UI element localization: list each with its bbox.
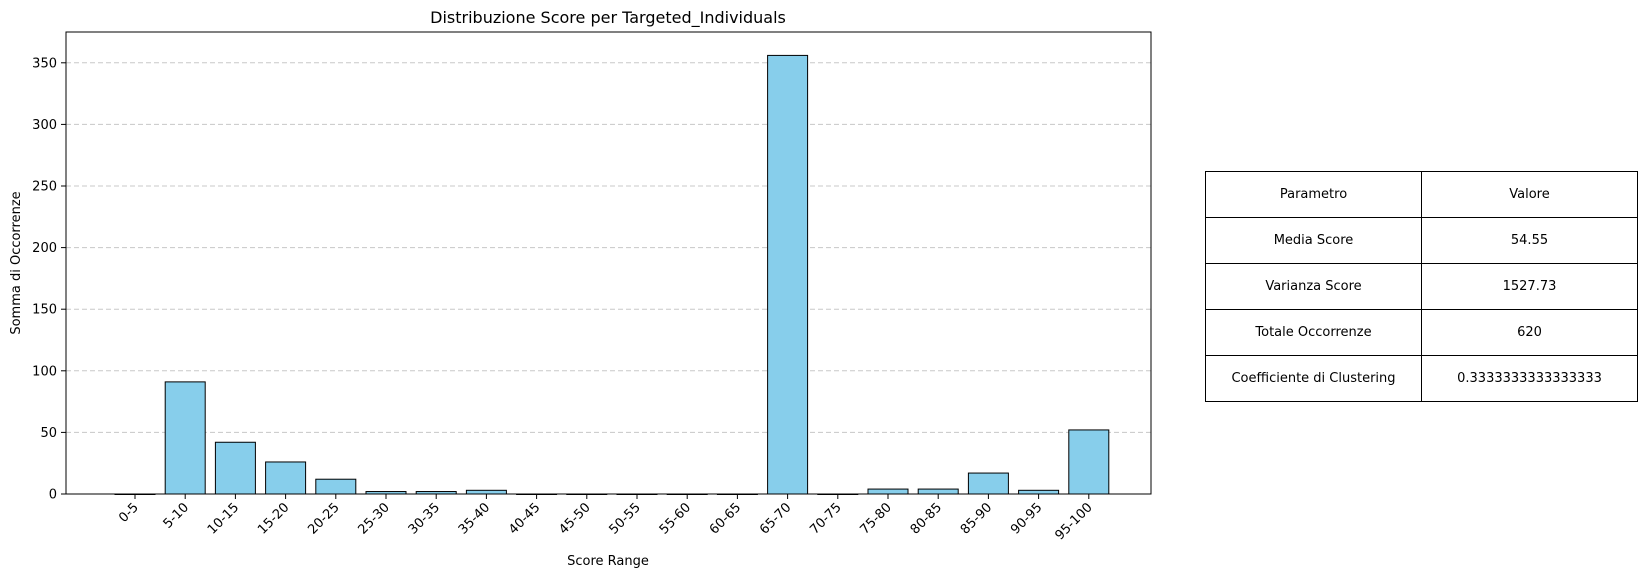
table-cell-value: 54.55 <box>1421 217 1638 264</box>
bar <box>917 488 959 495</box>
y-axis-label: Somma di Occorrenze <box>9 191 24 334</box>
bar <box>967 472 1009 495</box>
x-tick-label: 10-15 <box>205 500 242 537</box>
x-tick-label: 70-75 <box>807 500 844 537</box>
table-cell-value: 0.3333333333333333 <box>1421 355 1638 402</box>
x-axis-ticks: 0-5 5-10 10-15 15-20 20-25 25-30 30-35 35-40 40-… <box>116 494 1096 543</box>
x-tick-label: 80-85 <box>908 500 945 537</box>
x-tick-label: 30-35 <box>406 500 443 537</box>
x-tick-label: 55-60 <box>657 500 694 537</box>
grid-lines <box>66 62 1151 433</box>
bar <box>867 488 909 495</box>
table-header-value: Valore <box>1421 171 1638 218</box>
x-axis-label: Score Range <box>567 554 649 569</box>
x-tick-label: 15-20 <box>255 500 292 537</box>
bar <box>1068 429 1110 495</box>
y-tick-label: 0 <box>49 488 57 503</box>
plot-frame <box>65 31 1152 495</box>
bar <box>265 461 307 495</box>
table-cell-value: 1527.73 <box>1421 263 1638 310</box>
table-row: Varianza Score 1527.73 <box>1205 263 1638 310</box>
x-tick-label: 65-70 <box>757 500 794 537</box>
bar <box>465 489 507 495</box>
table-cell-param: Varianza Score <box>1205 263 1422 310</box>
x-tick-label: 50-55 <box>607 500 644 537</box>
table-header-row: Parametro Valore <box>1205 171 1638 218</box>
y-tick-label: 350 <box>32 56 57 71</box>
x-tick-label: 20-25 <box>305 500 342 537</box>
y-tick-label: 300 <box>32 118 57 133</box>
bars <box>114 54 1110 495</box>
table-cell-param: Media Score <box>1205 217 1422 264</box>
x-tick-label: 0-5 <box>116 500 142 526</box>
x-tick-label: 75-80 <box>858 500 895 537</box>
y-tick-label: 50 <box>40 426 57 441</box>
x-tick-label: 5-10 <box>161 500 192 531</box>
y-tick-label: 250 <box>32 180 57 195</box>
table-cell-param: Totale Occorrenze <box>1205 309 1422 356</box>
x-tick-label: 35-40 <box>456 500 493 537</box>
y-axis-ticks: 0 50 100 150 200 250 300 350 <box>32 56 66 503</box>
bar <box>1018 489 1060 495</box>
chart-title: Distribuzione Score per Targeted_Individ… <box>430 8 786 28</box>
x-tick-label: 25-30 <box>356 500 393 537</box>
table-header-param: Parametro <box>1205 171 1422 218</box>
x-tick-label: 95-100 <box>1052 500 1095 543</box>
x-tick-label: 45-50 <box>556 500 593 537</box>
bar <box>164 381 206 495</box>
table-row: Media Score 54.55 <box>1205 217 1638 264</box>
bar <box>315 478 357 495</box>
bar <box>767 54 809 495</box>
table-row: Coefficiente di Clustering 0.33333333333… <box>1205 355 1638 402</box>
table-cell-param: Coefficiente di Clustering <box>1205 355 1422 402</box>
table-row: Totale Occorrenze 620 <box>1205 309 1638 356</box>
x-tick-label: 90-95 <box>1008 500 1045 537</box>
x-tick-label: 60-65 <box>707 500 744 537</box>
y-tick-label: 150 <box>32 303 57 318</box>
y-tick-label: 200 <box>32 241 57 256</box>
x-tick-label: 85-90 <box>958 500 995 537</box>
y-tick-label: 100 <box>32 364 57 379</box>
table-cell-value: 620 <box>1421 309 1638 356</box>
bar <box>214 441 256 495</box>
stats-table: Parametro Valore Media Score 54.55 Varia… <box>1205 171 1638 402</box>
x-tick-label: 40-45 <box>506 500 543 537</box>
